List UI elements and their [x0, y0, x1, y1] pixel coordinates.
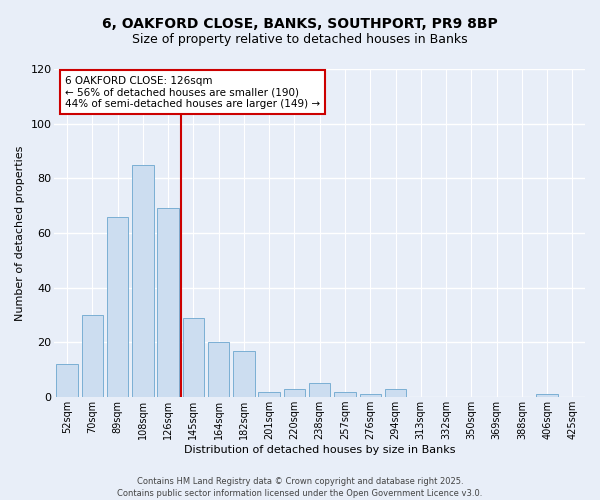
Bar [82, 315, 103, 397]
Text: 6, OAKFORD CLOSE, BANKS, SOUTHPORT, PR9 8BP: 6, OAKFORD CLOSE, BANKS, SOUTHPORT, PR9 … [102, 18, 498, 32]
Bar [132, 164, 154, 397]
Bar [107, 216, 128, 397]
X-axis label: Distribution of detached houses by size in Banks: Distribution of detached houses by size … [184, 445, 455, 455]
Bar [182, 318, 204, 397]
Bar [334, 392, 356, 397]
Text: Size of property relative to detached houses in Banks: Size of property relative to detached ho… [132, 32, 468, 46]
Text: Contains HM Land Registry data © Crown copyright and database right 2025.
Contai: Contains HM Land Registry data © Crown c… [118, 476, 482, 498]
Y-axis label: Number of detached properties: Number of detached properties [15, 146, 25, 321]
Bar [157, 208, 179, 397]
Bar [284, 389, 305, 397]
Bar [56, 364, 78, 397]
Bar [385, 389, 406, 397]
Bar [309, 384, 331, 397]
Bar [259, 392, 280, 397]
Bar [208, 342, 229, 397]
Text: 6 OAKFORD CLOSE: 126sqm
← 56% of detached houses are smaller (190)
44% of semi-d: 6 OAKFORD CLOSE: 126sqm ← 56% of detache… [65, 76, 320, 109]
Bar [536, 394, 558, 397]
Bar [359, 394, 381, 397]
Bar [233, 350, 254, 397]
